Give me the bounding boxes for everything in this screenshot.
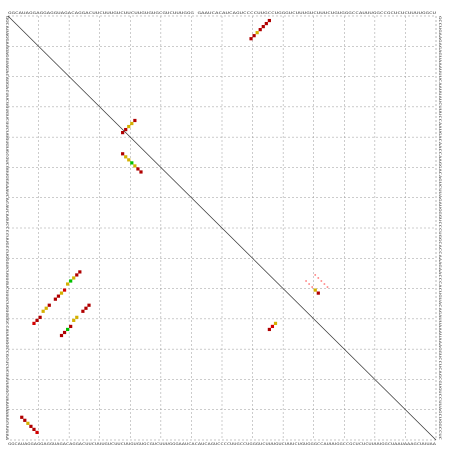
pair-mark	[20, 415, 24, 419]
pair-mark	[326, 286, 329, 288]
pair-mark	[62, 330, 67, 335]
pair-mark	[26, 421, 30, 425]
pair-mark	[32, 321, 36, 325]
pair-mark	[38, 315, 42, 319]
pair-mark	[127, 158, 131, 162]
pair-mark	[273, 321, 278, 325]
pair-mark	[127, 124, 131, 129]
pair-mark	[320, 280, 323, 282]
pair-mark	[255, 31, 259, 35]
sequence-top: GGCAUAGGAGGAGGUAGACAGGACUUCUUUGUCUUCUUGU…	[8, 11, 436, 15]
pair-mark	[29, 424, 33, 428]
main-diagonal	[7, 15, 437, 441]
sequence-right: GCCUGAAGAGAGUAAAUUUCAAUUAUCUUUCCAAUGACAA…	[438, 16, 442, 440]
pair-mark	[267, 327, 271, 332]
pair-mark	[81, 309, 85, 313]
pair-mark	[139, 170, 143, 174]
pair-mark	[44, 306, 48, 310]
pair-mark	[314, 274, 317, 276]
pair-mark	[133, 164, 137, 168]
pair-mark	[124, 155, 128, 159]
pair-mark	[264, 21, 268, 26]
pair-marks	[20, 18, 329, 435]
pair-mark	[75, 315, 79, 319]
pair-mark	[75, 273, 79, 277]
pair-mark	[261, 25, 265, 29]
pair-mark	[313, 288, 317, 292]
pair-mark	[84, 306, 88, 310]
pair-mark	[305, 280, 307, 282]
pair-mark	[59, 291, 64, 295]
pair-mark	[317, 277, 320, 279]
pair-mark	[35, 318, 39, 322]
sequence-left: GGCAUAGGAGGAGGUAGACAGGACUUCUUUGUCUUCUUGU…	[5, 16, 9, 440]
pair-mark	[130, 161, 134, 165]
pair-mark	[59, 333, 64, 338]
diagonal-line	[7, 15, 437, 441]
pair-mark	[69, 279, 73, 283]
pair-mark	[53, 297, 57, 301]
pair-mark	[249, 37, 253, 41]
pair-mark	[23, 418, 27, 422]
pair-mark	[270, 324, 275, 329]
pair-mark	[258, 28, 262, 32]
pair-mark	[69, 324, 73, 329]
pair-mark	[41, 309, 45, 313]
pair-mark	[62, 288, 67, 292]
pair-mark	[66, 282, 70, 286]
pair-mark	[130, 121, 134, 126]
sequence-labels: GGCAUAGGAGGAGGUAGACAGGACUUCUUUGUCUUCUUGU…	[5, 11, 442, 446]
pair-mark	[252, 34, 256, 38]
pair-mark	[56, 294, 61, 298]
pair-mark	[121, 131, 125, 135]
pair-mark	[316, 291, 320, 295]
pair-mark	[323, 283, 326, 285]
pair-mark	[47, 303, 51, 307]
pair-mark	[133, 118, 137, 123]
pair-mark	[66, 327, 70, 332]
pair-mark	[267, 18, 271, 23]
pair-mark	[124, 127, 128, 132]
pair-mark	[72, 276, 76, 280]
pair-mark	[121, 152, 125, 156]
pair-mark	[78, 270, 82, 274]
pair-mark	[136, 167, 140, 171]
pair-mark	[87, 303, 91, 307]
pair-mark	[35, 430, 39, 435]
pair-mark	[72, 318, 76, 322]
pair-mark	[311, 286, 313, 288]
pair-mark	[308, 283, 310, 285]
pair-mark	[32, 427, 36, 431]
sequence-bottom: GGCAUAGGAGGAGGUAGACAGGACUUCUUUGUCUUCUUGU…	[8, 442, 436, 446]
grid-lines	[8, 16, 436, 440]
